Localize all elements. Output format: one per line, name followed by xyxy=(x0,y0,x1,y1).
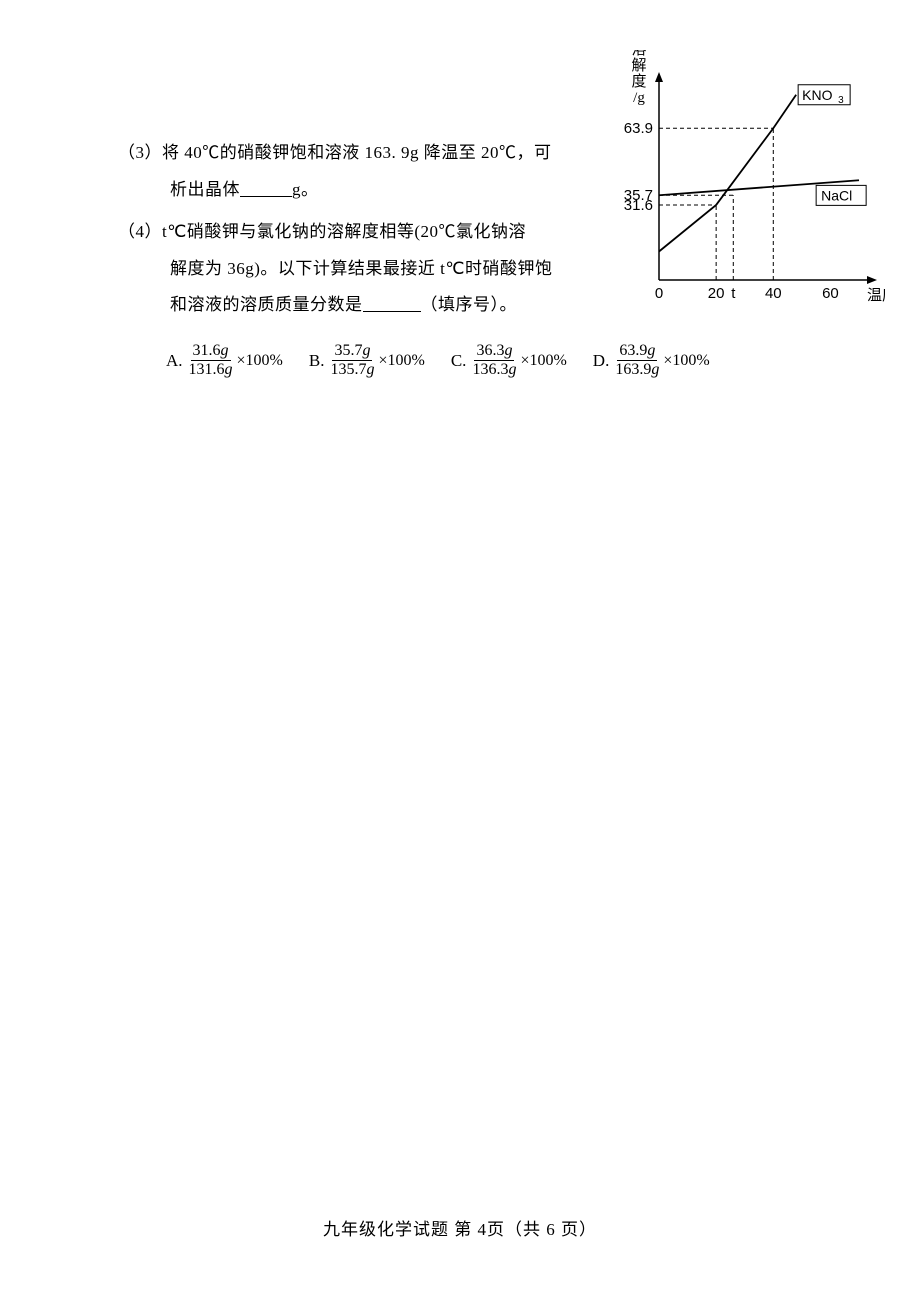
svg-text:63.9: 63.9 xyxy=(624,120,653,137)
svg-text:40: 40 xyxy=(765,285,782,302)
svg-text:0: 0 xyxy=(655,285,663,302)
option-d: D. 63.9g 163.9g ×100% xyxy=(593,342,710,380)
svg-text:解: 解 xyxy=(631,57,646,74)
svg-text:31.6: 31.6 xyxy=(624,197,653,214)
opt-b-den: 135.7 xyxy=(330,361,366,378)
opt-d-num: 63.9 xyxy=(619,342,647,359)
solubility-chart: 溶解度/g63.935.731.6020t4060温度/℃KNO3NaCl xyxy=(595,50,885,325)
opt-d-pct: ×100% xyxy=(663,352,709,370)
unit-g: g xyxy=(362,342,370,359)
opt-a-label: A. xyxy=(166,351,183,371)
opt-a-pct: ×100% xyxy=(237,352,283,370)
opt-d-fraction: 63.9g 163.9g xyxy=(613,342,661,380)
opt-c-den: 136.3 xyxy=(472,361,508,378)
opt-b-pct: ×100% xyxy=(378,352,424,370)
unit-g: g xyxy=(366,361,374,378)
unit-g: g xyxy=(647,342,655,359)
unit-g: g xyxy=(225,361,233,378)
svg-text:温度/℃: 温度/℃ xyxy=(867,287,885,304)
option-c: C. 36.3g 136.3g ×100% xyxy=(451,342,567,380)
svg-text:NaCl: NaCl xyxy=(821,187,852,203)
opt-a-den: 131.6 xyxy=(189,361,225,378)
q4-l3-pre: 和溶液的溶质质量分数是 xyxy=(170,295,363,314)
svg-text:/g: /g xyxy=(633,90,645,106)
svg-text:60: 60 xyxy=(822,285,839,302)
unit-g: g xyxy=(221,342,229,359)
unit-g: g xyxy=(651,361,659,378)
chart-svg: 溶解度/g63.935.731.6020t4060温度/℃KNO3NaCl xyxy=(595,50,885,325)
opt-d-den: 163.9 xyxy=(615,361,651,378)
svg-text:度: 度 xyxy=(631,73,646,90)
page-footer: 九年级化学试题 第 4页（共 6 页） xyxy=(0,1215,920,1240)
opt-a-fraction: 31.6g 131.6g xyxy=(187,342,235,380)
option-a: A. 31.6g 131.6g ×100% xyxy=(166,342,283,380)
blank-answer xyxy=(363,294,421,312)
options: A. 31.6g 131.6g ×100% B. 35.7g 135.7g ×1… xyxy=(118,342,838,380)
q4-l3-suf: （填序号）。 xyxy=(421,295,518,314)
opt-d-label: D. xyxy=(593,351,610,371)
blank-crystal xyxy=(240,179,292,197)
svg-text:20: 20 xyxy=(708,285,725,302)
opt-a-num: 31.6 xyxy=(193,342,221,359)
svg-text:t: t xyxy=(731,285,736,302)
q3-l2-pre: 析出晶体 xyxy=(170,180,240,199)
opt-c-pct: ×100% xyxy=(520,352,566,370)
opt-c-fraction: 36.3g 136.3g xyxy=(470,342,518,380)
opt-b-num: 35.7 xyxy=(334,342,362,359)
opt-b-fraction: 35.7g 135.7g xyxy=(328,342,376,380)
opt-c-num: 36.3 xyxy=(476,342,504,359)
option-b: B. 35.7g 135.7g ×100% xyxy=(309,342,425,380)
svg-text:3: 3 xyxy=(838,95,844,106)
q3-l2-suf: g。 xyxy=(292,180,319,199)
svg-text:溶: 溶 xyxy=(631,50,646,58)
unit-g: g xyxy=(504,342,512,359)
opt-c-label: C. xyxy=(451,351,467,371)
unit-g: g xyxy=(508,361,516,378)
opt-b-label: B. xyxy=(309,351,325,371)
svg-text:KNO: KNO xyxy=(802,87,832,103)
